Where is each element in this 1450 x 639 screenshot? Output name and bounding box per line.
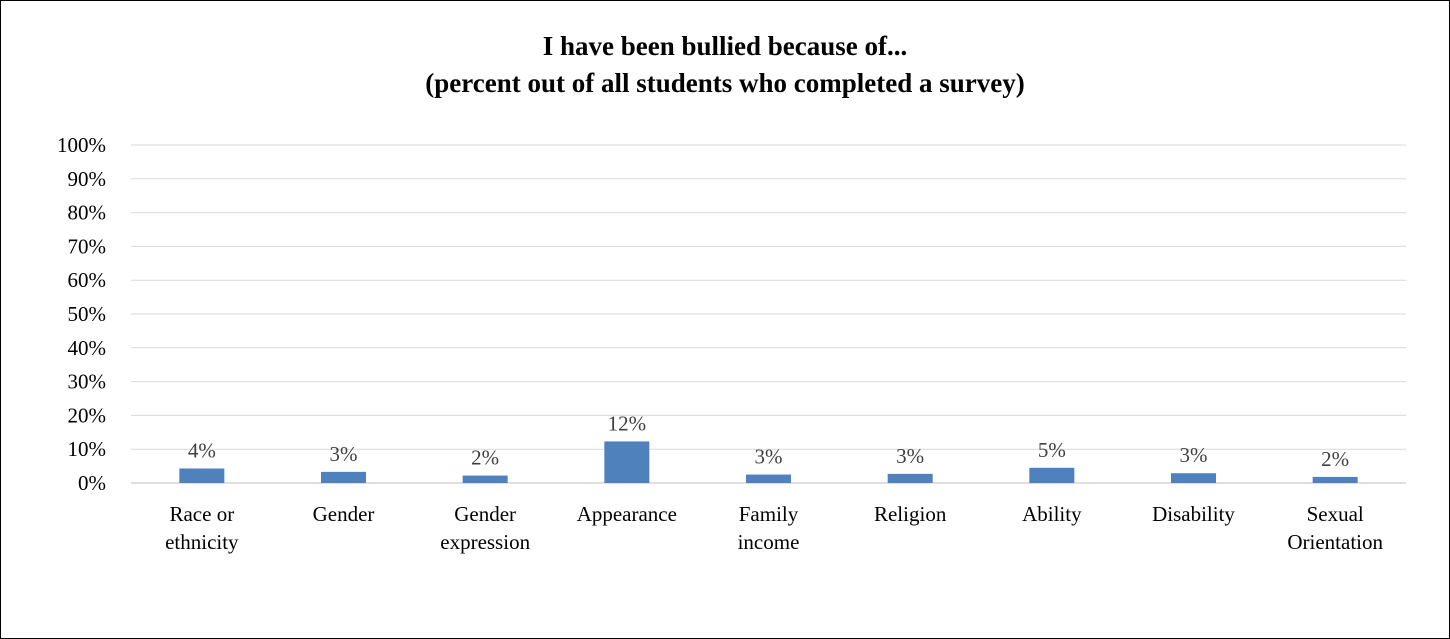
y-axis-ticks: 0% 10% 20% 30% 40% 50% 60% 70% 80% 90% 100% [57,133,106,495]
y-tick-label: 40% [68,336,107,360]
category-label-line: income [738,530,800,554]
x-axis-categories: Race or ethnicity Gender Gender expression Ap… [165,502,1383,554]
category-label: Religion [874,502,947,526]
y-tick-label: 20% [68,403,107,427]
chart-title: I have been bullied because of... (perce… [425,31,1024,98]
bar [462,475,508,483]
data-label: 3% [755,445,783,469]
data-label: 3% [330,442,358,466]
chart-title-line-1: I have been bullied because of... [543,31,908,61]
category-label-line: Appearance [577,502,677,526]
bar [746,474,791,483]
data-label: 5% [1038,438,1066,462]
category-label: Gender [313,502,375,526]
category-label: Family income [738,502,800,554]
category-label-line: Sexual [1307,502,1364,526]
data-label: 4% [188,438,216,462]
gridlines [131,144,1406,484]
category-label-line: Orientation [1287,530,1383,554]
data-label: 12% [608,411,647,435]
bar [1312,476,1358,483]
category-label: Disability [1152,502,1235,526]
category-label: Gender expression [440,502,530,554]
y-tick-label: 100% [57,133,106,157]
category-label-line: Ability [1022,502,1082,526]
bar [1171,473,1216,483]
bar [1029,467,1075,483]
y-tick-label: 90% [68,167,107,191]
category-label-line: ethnicity [165,530,239,554]
bar [887,473,933,483]
bar [604,441,650,483]
y-tick-label: 80% [68,201,107,225]
y-tick-label: 10% [68,437,107,461]
y-tick-label: 30% [68,370,107,394]
bar [321,471,366,483]
data-label: 2% [471,446,499,470]
chart-title-line-2: (percent out of all students who complet… [425,68,1024,98]
category-label-line: Disability [1152,502,1235,526]
y-tick-label: 50% [68,302,107,326]
bar [179,468,225,483]
category-label-line: Race or [169,502,234,526]
category-label: Appearance [577,502,677,526]
category-label-line: Gender [454,502,516,526]
category-label-line: Religion [874,502,947,526]
data-label: 2% [1321,447,1349,471]
data-label: 3% [1180,443,1208,467]
category-label-line: expression [440,530,530,554]
bars [179,441,1358,483]
y-tick-label: 0% [78,471,106,495]
y-tick-label: 60% [68,268,107,292]
category-label: Ability [1022,502,1082,526]
y-tick-label: 70% [68,234,107,258]
category-label: Sexual Orientation [1287,502,1383,554]
data-label: 3% [896,444,924,468]
category-label-line: Family [739,502,799,526]
category-label: Race or ethnicity [165,502,239,554]
category-label-line: Gender [313,502,375,526]
data-labels: 4% 3% 2% 12% 3% 3% 5% 3% 2% [188,411,1349,470]
